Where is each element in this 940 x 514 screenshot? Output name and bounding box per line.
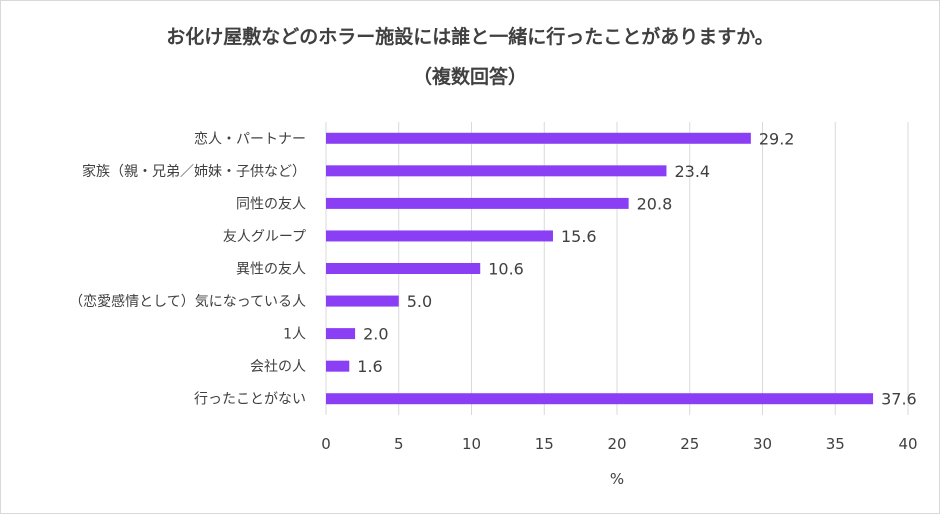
- category-label: 会社の人: [250, 359, 306, 375]
- category-label: 1人: [283, 327, 306, 343]
- category-label: 同性の友人: [236, 196, 306, 212]
- chart-title: お化け屋敷などのホラー施設には誰と一緒に行ったことがありますか。: [166, 26, 774, 48]
- x-tick-label: 5: [394, 435, 404, 453]
- x-axis-label: %: [610, 470, 624, 488]
- bar: [326, 132, 751, 144]
- data-label: 37.6: [881, 390, 917, 409]
- x-tick-label: 15: [535, 435, 554, 453]
- category-label: 恋人・パートナー: [194, 130, 306, 147]
- bar: [326, 197, 629, 209]
- x-tick-label: 25: [680, 435, 699, 453]
- bar: [326, 393, 874, 405]
- bar: [326, 295, 399, 307]
- x-tick-label: 0: [321, 435, 331, 453]
- category-label: （恋愛感情として）気になっている人: [69, 293, 306, 310]
- bar: [326, 328, 356, 340]
- data-label: 15.6: [561, 227, 597, 246]
- bar: [326, 360, 350, 372]
- x-tick-label: 30: [753, 435, 772, 453]
- bar: [326, 165, 667, 177]
- data-label: 23.4: [674, 162, 710, 181]
- bar: [326, 230, 553, 242]
- data-label: 5.0: [407, 292, 432, 311]
- data-label: 1.6: [357, 357, 382, 376]
- category-label: 家族（親・兄弟／姉妹・子供など）: [82, 163, 306, 180]
- category-label: 異性の友人: [236, 262, 306, 278]
- bar: [326, 263, 481, 274]
- chart-subtitle: （複数回答）: [412, 66, 527, 88]
- data-label: 2.0: [363, 325, 388, 344]
- data-label: 20.8: [637, 194, 673, 213]
- category-label: 友人グループ: [223, 229, 306, 245]
- x-tick-label: 20: [607, 435, 626, 453]
- x-tick-label: 10: [462, 435, 481, 453]
- x-tick-label: 35: [826, 435, 845, 453]
- category-label: 行ったことがない: [194, 392, 306, 408]
- data-label: 29.2: [759, 129, 795, 148]
- x-tick-label: 40: [898, 435, 917, 453]
- data-label: 10.6: [488, 260, 524, 279]
